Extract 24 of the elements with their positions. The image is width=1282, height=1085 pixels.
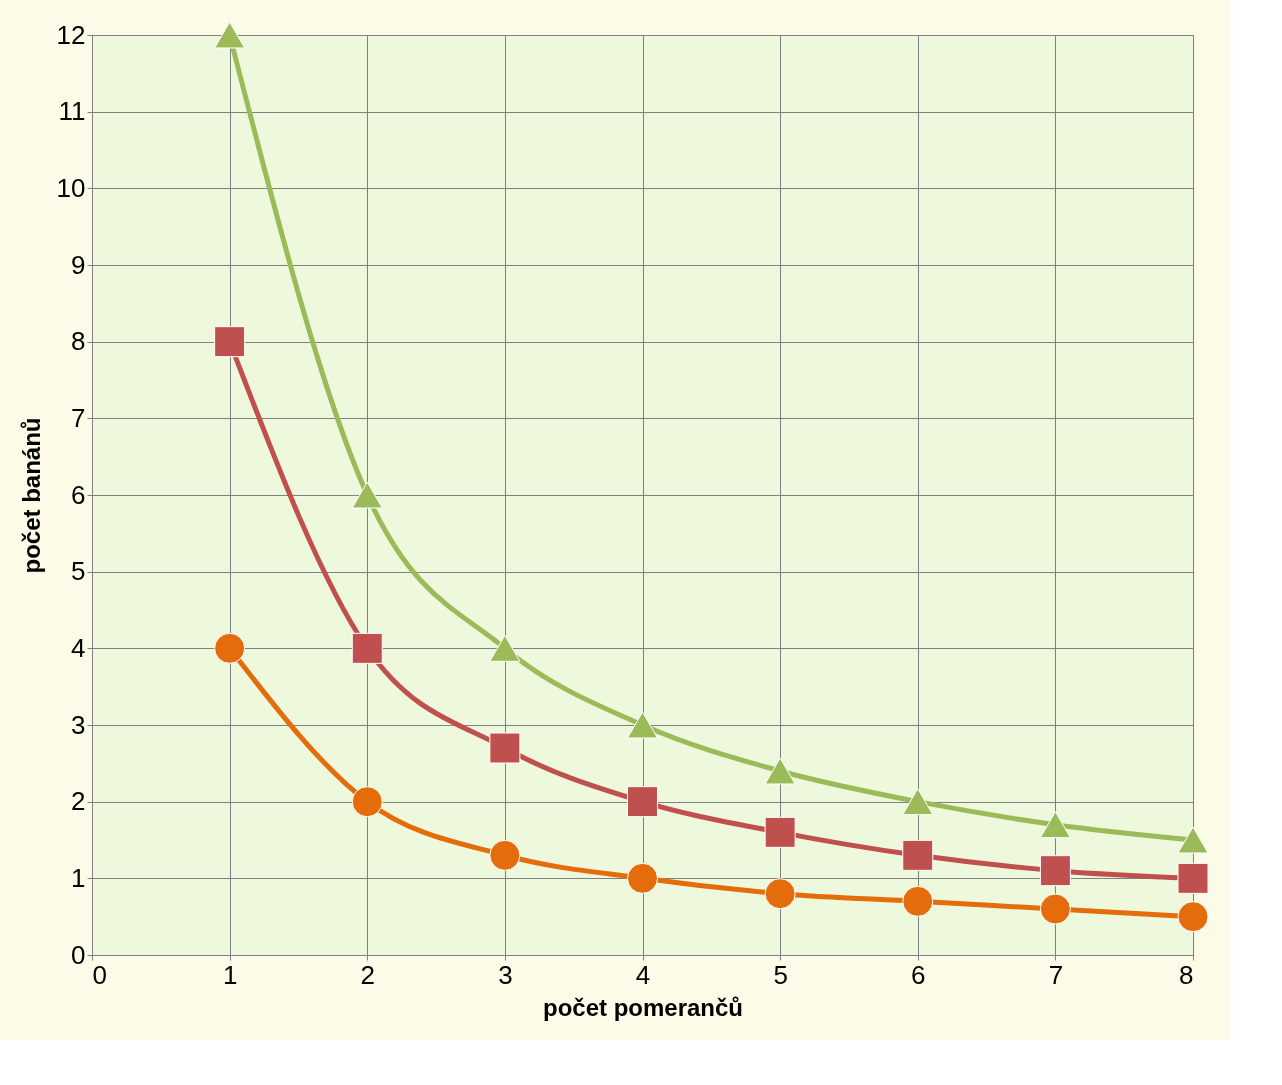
- y-tick-label: 5: [71, 556, 86, 587]
- x-tick-label: 0: [92, 959, 107, 990]
- y-tick-label: 12: [56, 19, 86, 50]
- y-tick-label: 8: [71, 326, 86, 357]
- x-tick-label: 1: [222, 959, 238, 990]
- y-tick-label: 11: [58, 96, 86, 127]
- x-axis-title: počet pomerančů: [542, 993, 744, 1021]
- y-tick-label: 1: [71, 862, 86, 893]
- x-tick-label: 3: [498, 959, 513, 990]
- y-tick-label: 10: [56, 172, 86, 203]
- y-tick-label: 2: [71, 786, 86, 817]
- y-axis-title: počet banánů: [17, 417, 45, 574]
- y-tick-label: 0: [71, 939, 86, 970]
- x-tick-label: 6: [911, 959, 926, 990]
- y-tick-label: 7: [71, 402, 86, 433]
- x-tick-label: 4: [635, 959, 651, 990]
- x-tick-label: 2: [360, 959, 375, 990]
- x-tick-label: 5: [773, 959, 788, 990]
- y-tick-label: 6: [71, 479, 86, 510]
- x-tick-label: 7: [1048, 959, 1064, 990]
- y-tick-label: 3: [71, 709, 86, 740]
- x-tick-label: 8: [1179, 959, 1194, 990]
- y-tick-label: 9: [71, 249, 86, 280]
- y-tick-label: 4: [71, 632, 86, 663]
